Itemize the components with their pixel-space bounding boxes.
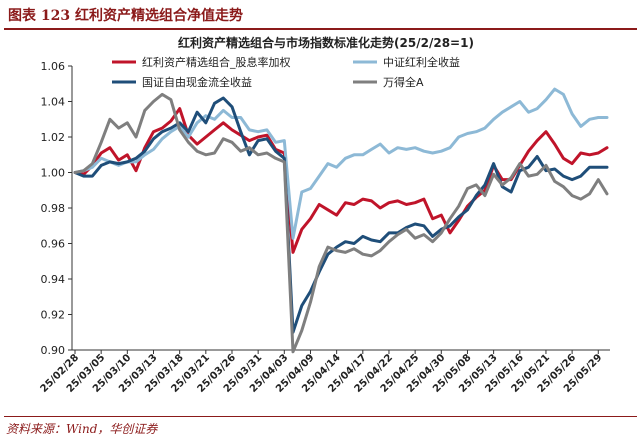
chart-title: 红利资产精选组合与市场指数标准化走势(25/2/28=1) <box>178 35 474 50</box>
y-tick-label: 1.06 <box>41 60 66 73</box>
y-tick-label: 0.92 <box>41 309 66 322</box>
legend-label-4: 万得全A <box>383 75 424 89</box>
y-tick-label: 1.02 <box>41 131 66 144</box>
figure-header: 图表 123 红利资产精选组合净值走势 <box>0 0 641 28</box>
legend-label-1: 红利资产精选组合_股息率加权 <box>142 55 291 69</box>
source-note: 资料来源：Wind，华创证券 <box>6 422 158 436</box>
plot-area <box>73 87 609 354</box>
y-tick-label: 0.98 <box>41 202 66 215</box>
series-line-2 <box>73 87 609 240</box>
axes: 0.900.920.940.960.981.001.021.041.0625/0… <box>39 60 610 395</box>
y-tick-label: 0.96 <box>41 238 66 251</box>
legend-label-3: 国证自由现金流全收益 <box>142 75 252 89</box>
y-tick-label: 0.90 <box>41 344 66 357</box>
footer-divider <box>4 416 637 417</box>
line-chart: 红利资产精选组合与市场指数标准化走势(25/2/28=1) 红利资产精选组合_股… <box>39 35 610 395</box>
series-line-3 <box>73 96 609 334</box>
figure-label: 图表 123 红利资产精选组合净值走势 <box>8 8 243 24</box>
header-divider <box>4 28 637 30</box>
y-tick-label: 0.94 <box>41 273 66 286</box>
legend-label-2: 中证红利全收益 <box>383 55 460 69</box>
series-line-1 <box>73 107 609 254</box>
y-tick-label: 1.04 <box>41 96 66 109</box>
series-line-4 <box>73 92 609 354</box>
y-tick-label: 1.00 <box>41 167 66 180</box>
